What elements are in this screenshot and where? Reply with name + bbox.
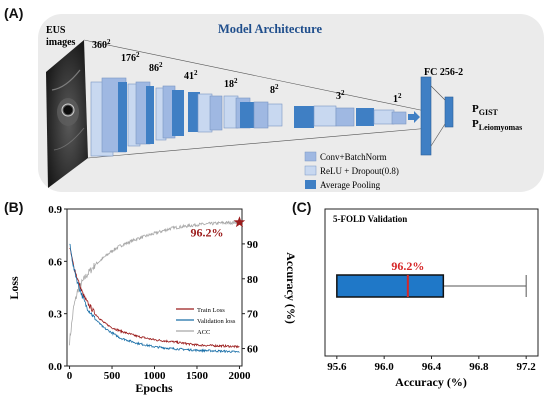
chart-c-marks bbox=[336, 274, 527, 298]
layer-size-8-exp: 2 bbox=[398, 92, 402, 100]
x-tick-label-4: 2000 bbox=[228, 370, 251, 382]
x-tick-label-1: 500 bbox=[104, 370, 121, 382]
fc-label: FC 256-2 bbox=[424, 67, 463, 78]
chart-b-ticks: 0 500 1000 1500 2000 0.0 0.3 0.6 0.9 60 70 80 90 bbox=[48, 204, 258, 382]
layer-block-7 bbox=[294, 105, 355, 128]
legend-swatch-conv bbox=[304, 151, 317, 162]
series-line-0 bbox=[69, 247, 240, 349]
x-axis-label-epochs: Epochs bbox=[135, 381, 173, 395]
architecture-legend: Conv+BatchNorm ReLU + Dropout(0.8) Avera… bbox=[304, 151, 399, 190]
layer-size-4-exp: 2 bbox=[194, 69, 198, 77]
legend-label-relu: ReLU + Dropout(0.8) bbox=[320, 166, 399, 176]
panel-label-c: (C) bbox=[292, 199, 311, 215]
layer-size-1: 360 bbox=[92, 40, 107, 51]
x-tick-label-c-4: 97.2 bbox=[517, 361, 537, 373]
fc-link-top bbox=[430, 85, 446, 101]
five-fold-boxplot: 5-FOLD Validation 95.6 96.0 96.4 96.8 97.2 9… bbox=[324, 208, 539, 389]
y-right-tick-label-2: 80 bbox=[247, 274, 259, 286]
output-gist: PGIST bbox=[472, 103, 499, 117]
y-right-tick-label-0: 60 bbox=[247, 344, 259, 356]
x-tick-label-c-0: 95.6 bbox=[327, 361, 347, 373]
layer-size-8: 1 bbox=[393, 94, 398, 105]
chart-c-title: 5-FOLD Validation bbox=[333, 214, 407, 224]
median-label: 96.2% bbox=[391, 259, 424, 273]
layer-block-6 bbox=[240, 101, 283, 129]
svg-text:3602: 3602 bbox=[92, 38, 111, 51]
legend-swatch-relu bbox=[304, 165, 317, 176]
output-leiomyomas: PLeiomyomas bbox=[472, 118, 522, 132]
legend-label-train: Train Loss bbox=[197, 307, 225, 314]
input-label-1: EUS bbox=[46, 25, 66, 36]
arrow-right-icon bbox=[408, 111, 420, 123]
layer-size-1-exp: 2 bbox=[107, 38, 111, 46]
svg-text:32: 32 bbox=[336, 89, 345, 102]
panel-label-b: (B) bbox=[4, 199, 23, 215]
x-tick-label-2: 1000 bbox=[144, 370, 167, 382]
layer-block-8 bbox=[356, 108, 407, 126]
layer-size-4: 41 bbox=[184, 71, 194, 82]
layer-size-2: 176 bbox=[121, 53, 136, 64]
fc-layer-1 bbox=[420, 76, 432, 156]
svg-text:862: 862 bbox=[149, 61, 163, 74]
x-tick-label-3: 1500 bbox=[186, 370, 209, 382]
layer-block-3 bbox=[155, 85, 184, 141]
layer-size-3-exp: 2 bbox=[159, 61, 163, 69]
layer-size-3: 86 bbox=[149, 63, 159, 74]
y-tick-label-1: 0.3 bbox=[48, 309, 62, 321]
cnn-layers bbox=[90, 77, 407, 157]
layer-block-2 bbox=[127, 81, 154, 147]
y-tick-label-3: 0.9 bbox=[48, 204, 62, 216]
eus-image bbox=[46, 40, 88, 188]
layer-size-5-exp: 2 bbox=[234, 77, 238, 85]
x-tick-label-c-3: 96.8 bbox=[469, 361, 489, 373]
chart-b-series bbox=[69, 219, 240, 354]
legend-label-acc: ACC bbox=[197, 329, 210, 336]
layer-size-6: 8 bbox=[270, 85, 275, 96]
x-tick-label-c-2: 96.4 bbox=[422, 361, 442, 373]
x-axis-label-accuracy: Accuracy (%) bbox=[395, 375, 467, 389]
layer-block-1 bbox=[90, 77, 127, 157]
accuracy-annotation: 96.2% bbox=[190, 225, 223, 239]
series-line-2 bbox=[69, 219, 240, 346]
legend-label-pool: Average Pooling bbox=[320, 180, 381, 190]
series-line-1 bbox=[69, 243, 240, 354]
fc-link-bottom bbox=[430, 123, 446, 147]
funnel-bottom-line bbox=[87, 127, 431, 159]
svg-text:1762: 1762 bbox=[121, 51, 140, 64]
box-iqr bbox=[336, 274, 445, 298]
loss-accuracy-chart: 0 500 1000 1500 2000 0.0 0.3 0.6 0.9 60 70 80 90 Los… bbox=[7, 204, 298, 395]
layer-size-7: 3 bbox=[336, 91, 341, 102]
y-right-tick-label-1: 70 bbox=[247, 309, 259, 321]
svg-text:412: 412 bbox=[184, 69, 198, 82]
layer-size-7-exp: 2 bbox=[341, 89, 345, 97]
panel-label-a: (A) bbox=[4, 5, 23, 21]
svg-text:182: 182 bbox=[224, 77, 238, 90]
layer-size-5: 18 bbox=[224, 79, 234, 90]
architecture-title: Model Architecture bbox=[218, 22, 322, 36]
star-icon bbox=[233, 216, 246, 228]
x-tick-label-c-1: 96.0 bbox=[375, 361, 395, 373]
y-axis-label-loss: Loss bbox=[7, 276, 21, 300]
chart-b-legend: Train Loss Validation loss ACC bbox=[176, 307, 236, 336]
chart-c-ticks: 95.6 96.0 96.4 96.8 97.2 bbox=[327, 356, 536, 373]
svg-text:82: 82 bbox=[270, 83, 279, 96]
funnel-top-line bbox=[83, 39, 431, 113]
input-label-2: images bbox=[46, 37, 76, 48]
legend-label-conv: Conv+BatchNorm bbox=[320, 152, 387, 162]
layer-block-4 bbox=[188, 92, 223, 133]
y-right-tick-label-3: 90 bbox=[247, 239, 259, 251]
fc-layer-2 bbox=[444, 96, 454, 128]
y-axis-label-accuracy: Accuracy (%) bbox=[284, 252, 298, 324]
svg-text:12: 12 bbox=[393, 92, 402, 105]
legend-label-val: Validation loss bbox=[197, 318, 236, 325]
layer-size-6-exp: 2 bbox=[275, 83, 279, 91]
layer-size-2-exp: 2 bbox=[136, 51, 140, 59]
architecture-panel bbox=[38, 14, 544, 192]
x-tick-label-0: 0 bbox=[67, 370, 73, 382]
legend-swatch-pool bbox=[305, 180, 316, 189]
y-tick-label-0: 0.0 bbox=[48, 361, 62, 373]
layer-size-labels: 3602 1762 862 412 182 82 32 12 bbox=[92, 38, 402, 105]
y-tick-label-2: 0.6 bbox=[48, 256, 62, 268]
